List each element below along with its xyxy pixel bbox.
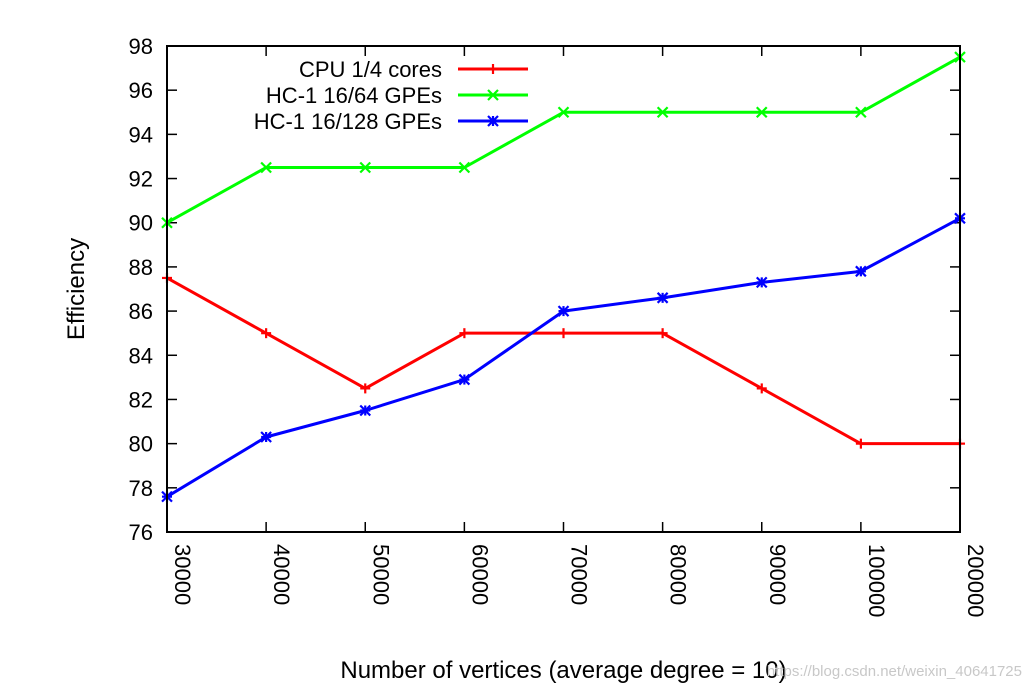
- series-line: [166, 216, 961, 498]
- y-tick-label: 86: [129, 299, 153, 324]
- x-axis-title: Number of vertices (average degree = 10): [340, 657, 786, 684]
- y-axis-title: Efficiency: [63, 238, 90, 340]
- x-tick-label: 100000: [864, 544, 889, 617]
- data-point: [459, 328, 470, 339]
- data-point: [359, 404, 372, 417]
- point-marker-stroke: [855, 106, 867, 119]
- data-point: [755, 106, 768, 119]
- data-point: [755, 276, 768, 289]
- data-point: [360, 383, 371, 394]
- plot-frame: [166, 45, 961, 533]
- x-tick-label: 70000: [567, 544, 592, 605]
- legend-label: CPU 1/4 cores: [299, 57, 442, 82]
- watermark: https://blog.csdn.net/weixin_40641725: [767, 663, 1022, 680]
- y-tick-label: 88: [129, 255, 153, 280]
- data-point: [557, 305, 570, 317]
- data-point: [359, 161, 372, 174]
- series-line: [166, 276, 960, 446]
- y-tick-label: 76: [129, 520, 153, 545]
- y-tick-label: 90: [129, 211, 153, 236]
- legend-swatch-marker: [488, 64, 498, 74]
- x-tick-label: 200000: [963, 544, 988, 617]
- point-marker-stroke: [487, 89, 499, 101]
- data-point: [657, 328, 668, 339]
- point-marker-stroke: [260, 431, 272, 443]
- y-tick-label: 94: [129, 122, 153, 147]
- data-point: [855, 265, 867, 278]
- data-point: [260, 431, 272, 443]
- y-tick-label: 92: [129, 167, 153, 192]
- point-marker-stroke: [755, 276, 768, 289]
- point-marker-stroke: [359, 161, 372, 174]
- axes: 76 78 80 82 84 86 88 90 92 94 96 98 30000 40000 50000 6…: [129, 34, 988, 617]
- data-point: [458, 373, 471, 386]
- y-tick-label: 98: [129, 34, 153, 59]
- x-tick-label: 50000: [368, 544, 393, 605]
- data-point: [656, 292, 669, 304]
- point-marker-stroke: [557, 106, 570, 119]
- legend-swatch-marker: [487, 115, 499, 127]
- x-tick-label: 90000: [765, 544, 790, 605]
- data-point: [855, 438, 866, 449]
- point-marker-stroke: [656, 292, 669, 304]
- y-tick-label: 84: [129, 343, 153, 368]
- legend-label: HC-1 16/64 GPEs: [266, 83, 442, 108]
- data-point: [756, 383, 767, 394]
- y-tick-label: 78: [129, 476, 153, 501]
- legend-label: HC-1 16/128 GPEs: [254, 109, 442, 134]
- data-point: [260, 161, 272, 174]
- data-point: [558, 328, 569, 339]
- point-marker-stroke: [755, 106, 768, 119]
- data-point: [656, 106, 669, 119]
- point-marker-stroke: [359, 404, 372, 417]
- point-marker-stroke: [458, 373, 471, 386]
- x-tick-label: 30000: [170, 544, 195, 605]
- point-marker-stroke: [656, 106, 669, 119]
- legend-swatch-marker: [487, 89, 499, 101]
- y-tick-label: 82: [129, 387, 153, 412]
- data-point: [557, 106, 570, 119]
- data-point: [458, 161, 471, 174]
- point-marker-stroke: [458, 161, 471, 174]
- series-line: [166, 55, 961, 225]
- data-point: [855, 106, 867, 119]
- x-tick-label: 60000: [467, 544, 492, 605]
- x-tick-label: 40000: [269, 544, 294, 605]
- point-marker-stroke: [260, 161, 272, 174]
- y-tick-label: 96: [129, 78, 153, 103]
- x-tick-label: 80000: [666, 544, 691, 605]
- point-marker-stroke: [855, 265, 867, 278]
- data-point: [261, 328, 272, 339]
- y-tick-label: 80: [129, 432, 153, 457]
- point-marker-stroke: [557, 305, 570, 317]
- point-marker-stroke: [487, 115, 499, 127]
